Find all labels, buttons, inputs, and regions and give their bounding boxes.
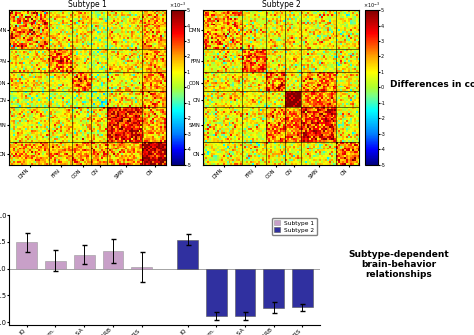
Bar — [206, 269, 227, 316]
Bar — [177, 240, 198, 269]
Title: Subtype 1: Subtype 1 — [68, 0, 107, 9]
Bar — [131, 267, 152, 269]
Bar — [45, 261, 66, 269]
Bar — [17, 243, 37, 269]
Legend: Subtype 1, Subtype 2: Subtype 1, Subtype 2 — [272, 218, 317, 235]
Text: Subtype-dependent
brain-behavior
relationships: Subtype-dependent brain-behavior relatio… — [348, 250, 449, 279]
Bar — [102, 251, 123, 269]
Title: $\times10^{-3}$: $\times10^{-3}$ — [169, 1, 186, 10]
Text: Differences in connectivity: Differences in connectivity — [390, 80, 474, 89]
Bar — [292, 269, 313, 307]
Bar — [74, 255, 94, 269]
Bar — [264, 269, 284, 308]
Bar — [235, 269, 255, 316]
Title: Subtype 2: Subtype 2 — [262, 0, 301, 9]
Title: $\times10^{-3}$: $\times10^{-3}$ — [363, 1, 380, 10]
